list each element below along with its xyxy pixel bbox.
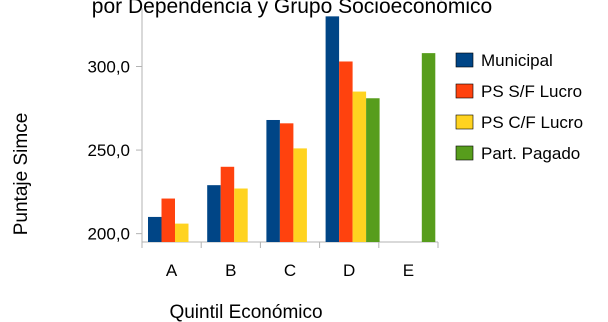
x-tick-label: D: [343, 261, 355, 280]
bar: [279, 123, 294, 242]
bar: [366, 98, 380, 242]
bar: [148, 216, 162, 242]
legend-swatch: [455, 114, 474, 130]
y-axis-title: Puntaje Simce: [11, 113, 32, 236]
legend-swatch: [455, 83, 474, 99]
bar: [266, 119, 280, 242]
bar: [175, 223, 189, 242]
x-tick-label: B: [225, 261, 236, 280]
plot-area: 200,0 250,0 300,0 A B C D E: [87, 8, 439, 280]
x-tick-label: E: [403, 261, 414, 280]
legend-label: PS C/F Lucro: [481, 113, 583, 132]
x-tick-label: A: [166, 261, 178, 280]
bar: [220, 166, 235, 242]
x-axis-title: Quintil Económico: [169, 302, 322, 322]
legend-swatch: [455, 52, 474, 68]
bar: [161, 198, 175, 242]
legend-label: Municipal: [481, 51, 553, 70]
bar: [352, 91, 367, 242]
legend-label: Part. Pagado: [481, 144, 580, 163]
legend: Municipal PS S/F Lucro PS C/F Lucro Part. P…: [455, 51, 583, 163]
bar: [325, 16, 340, 242]
y-tick-label: 300,0: [87, 58, 130, 77]
bar: [339, 61, 353, 242]
y-tick-label: 200,0: [87, 225, 130, 244]
x-tick-label: C: [284, 261, 296, 280]
bar: [293, 148, 307, 242]
y-ticks: 200,0 250,0 300,0: [87, 58, 142, 244]
legend-label: PS S/F Lucro: [481, 82, 582, 101]
x-ticks: A B C D E: [141, 242, 439, 280]
legend-swatch: [455, 145, 474, 161]
bar: [421, 53, 436, 242]
bar: [234, 188, 248, 242]
bar: [207, 185, 221, 242]
y-tick-label: 250,0: [87, 141, 130, 160]
bars: [148, 16, 436, 242]
chart-title: por Dependencia y Grupo Socioeconómico: [92, 0, 492, 18]
